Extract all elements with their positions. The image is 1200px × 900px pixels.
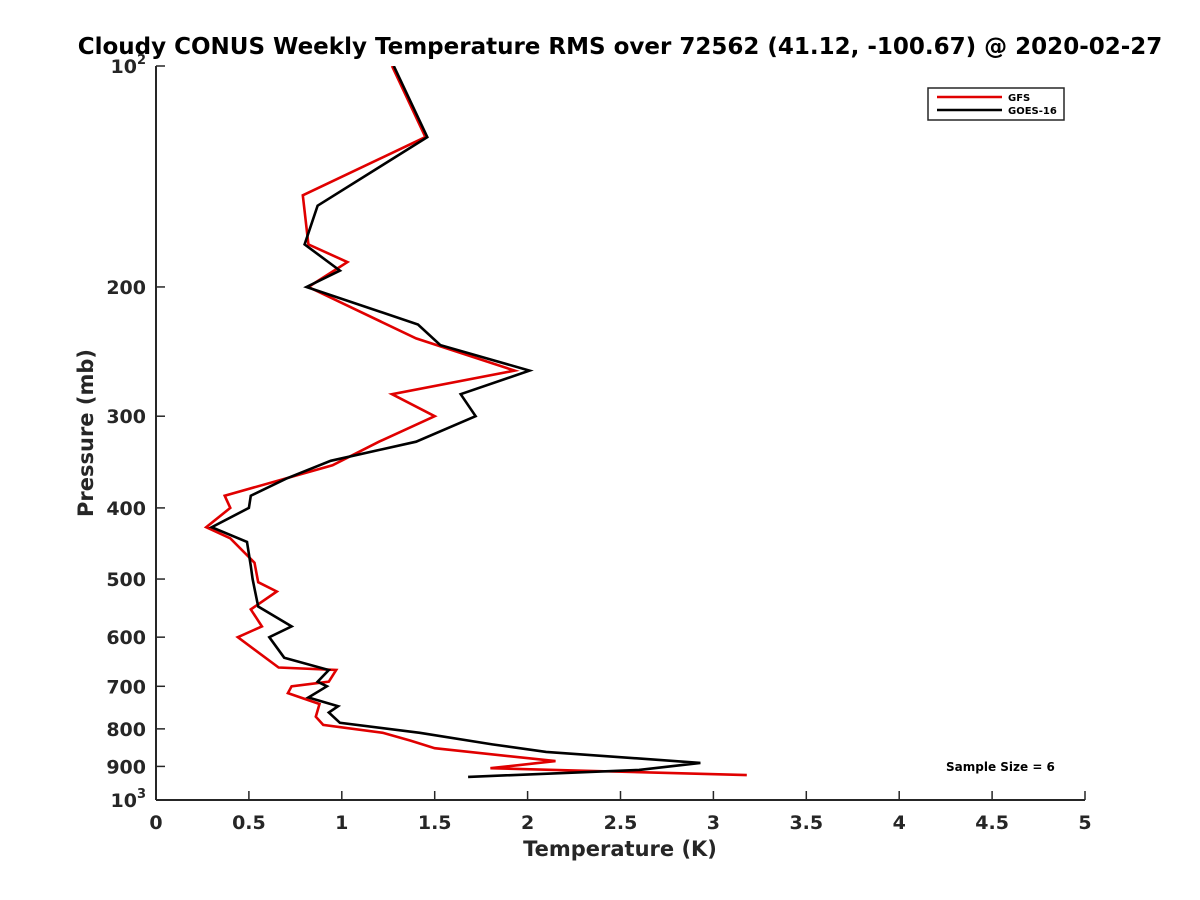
x-tick-label: 5: [1078, 812, 1091, 834]
x-tick-label: 2.5: [604, 812, 638, 834]
x-tick-label: 4: [893, 812, 906, 834]
y-tick-label: 102: [111, 53, 147, 78]
x-axis-label: Temperature (K): [523, 837, 717, 861]
plot-area: [156, 66, 1085, 800]
series-line-goes16: [208, 66, 701, 779]
x-tick-label: 4.5: [975, 812, 1009, 834]
y-tick-label: 600: [106, 627, 146, 649]
y-axis-label: Pressure (mb): [74, 349, 98, 517]
y-tick-label: 103: [111, 787, 147, 812]
x-tick-label: 3: [707, 812, 720, 834]
chart-title: Cloudy CONUS Weekly Temperature RMS over…: [78, 34, 1163, 60]
legend-label-gfs: GFS: [1008, 93, 1030, 104]
legend: GFS GOES-16: [927, 87, 1065, 121]
y-tick-label: 800: [106, 719, 146, 741]
y-tick-label: 700: [106, 676, 146, 698]
y-tick-label: 900: [106, 756, 146, 778]
legend-label-goes16: GOES-16: [1008, 106, 1057, 117]
series-line-gfs: [203, 66, 747, 777]
sample-size-annotation: Sample Size = 6: [946, 760, 1055, 774]
y-tick-label: 500: [106, 569, 146, 591]
x-tick-label: 0: [149, 812, 162, 834]
x-tick-label: 0.5: [232, 812, 266, 834]
x-tick-label: 1: [335, 812, 348, 834]
x-tick-label: 2: [521, 812, 534, 834]
legend-box: [927, 87, 1065, 121]
y-tick-label: 200: [106, 277, 146, 299]
y-tick-label: 400: [106, 498, 146, 520]
x-tick-label: 1.5: [418, 812, 452, 834]
y-tick-label: 300: [106, 406, 146, 428]
x-tick-label: 3.5: [789, 812, 823, 834]
